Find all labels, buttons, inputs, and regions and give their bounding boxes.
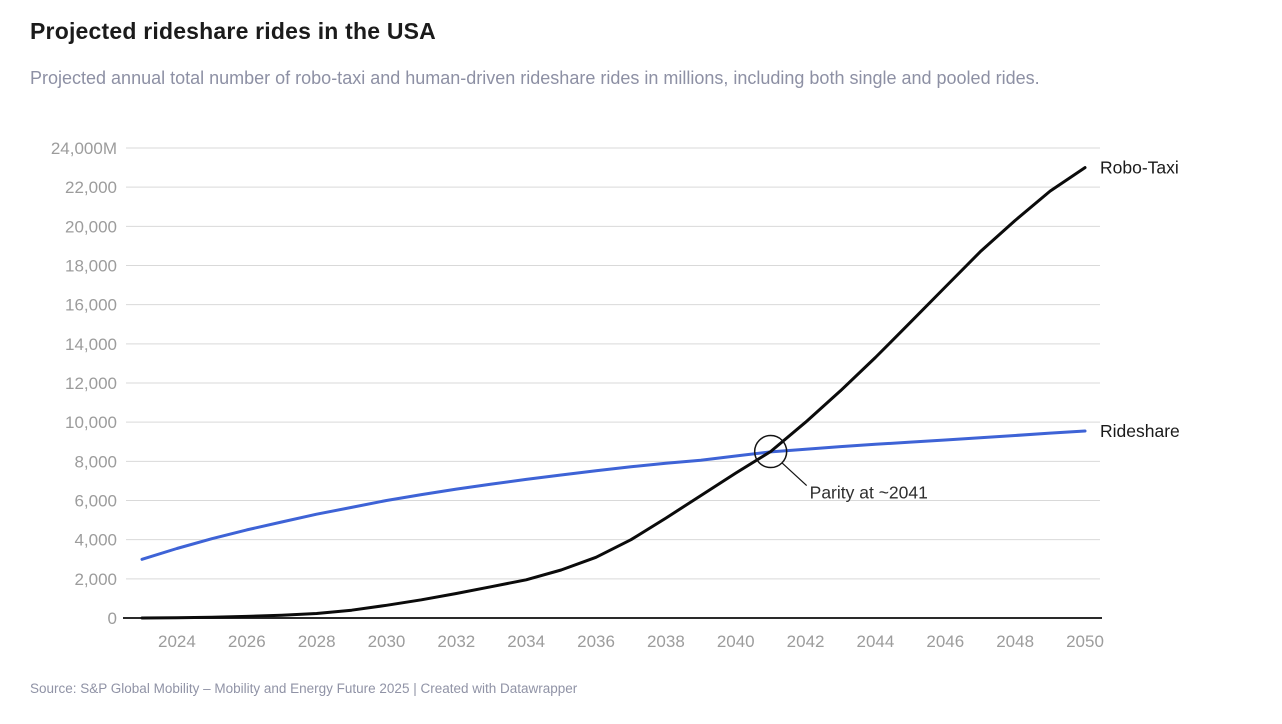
x-tick-label: 2032 (437, 632, 475, 651)
x-tick-label: 2034 (507, 632, 545, 651)
y-tick-label: 12,000 (65, 374, 117, 393)
x-tick-label: 2036 (577, 632, 615, 651)
x-tick-label: 2026 (228, 632, 266, 651)
source-attribution: Source: S&P Global Mobility – Mobility a… (30, 681, 578, 696)
y-tick-label: 18,000 (65, 257, 117, 276)
x-tick-label: 2028 (298, 632, 336, 651)
y-tick-label: 2,000 (74, 570, 117, 589)
y-tick-label: 0 (108, 609, 117, 628)
chart-title: Projected rideshare rides in the USA (30, 18, 436, 44)
chart-subtitle: Projected annual total number of robo-ta… (30, 68, 1040, 88)
robo-taxi-series-label: Robo-Taxi (1100, 158, 1179, 178)
x-tick-label: 2030 (368, 632, 406, 651)
y-tick-label: 16,000 (65, 296, 117, 315)
y-tick-label: 4,000 (74, 531, 117, 550)
y-tick-label: 8,000 (74, 452, 117, 471)
rideshare-line (140, 429, 1087, 561)
x-tick-label: 2044 (857, 632, 895, 651)
rideshare-series-label: Rideshare (1100, 421, 1180, 441)
parity-annotation-label: Parity at ~2041 (810, 483, 928, 503)
parity-circle (753, 434, 788, 469)
y-tick-label: 10,000 (65, 413, 117, 432)
x-tick-label: 2048 (996, 632, 1034, 651)
y-tick-label: 22,000 (65, 178, 117, 197)
x-tick-label: 2038 (647, 632, 685, 651)
x-tick-label: 2046 (926, 632, 964, 651)
x-tick-label: 2024 (158, 632, 196, 651)
y-tick-label: 14,000 (65, 335, 117, 354)
robo-taxi-line (140, 166, 1087, 620)
x-tick-label: 2042 (787, 632, 825, 651)
parity-connector-line (781, 462, 808, 486)
y-tick-label: 20,000 (65, 217, 117, 236)
x-tick-label: 2040 (717, 632, 755, 651)
y-tick-label: 6,000 (74, 492, 117, 511)
y-tick-label: 24,000M (51, 139, 117, 158)
x-tick-label: 2050 (1066, 632, 1104, 651)
